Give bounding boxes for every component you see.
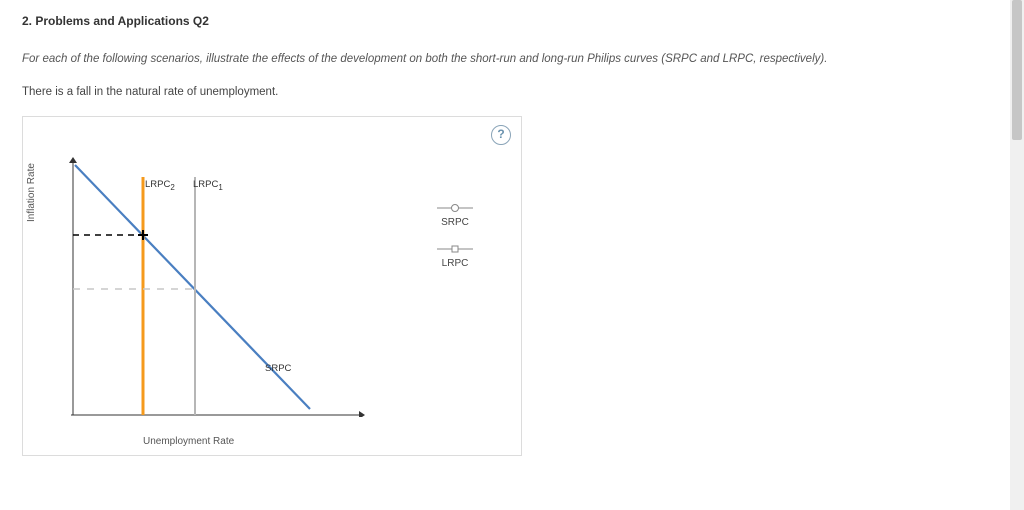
question-scenario: There is a fall in the natural rate of u… [22,86,1002,98]
srpc-label: SRPC [265,363,291,374]
question-heading: 2. Problems and Applications Q2 [22,14,1002,28]
vertical-scrollbar[interactable] [1010,0,1024,510]
legend-srpc-symbol [437,203,473,213]
graph-panel: ? Inflation Rate LRPC2 LRPC1 SRPC Unempl… [22,116,522,456]
legend-lrpc-label: LRPC [442,258,469,269]
question-instructions: For each of the following scenarios, ill… [22,50,1002,70]
page-root: 2. Problems and Applications Q2 For each… [0,0,1024,510]
scrollbar-thumb[interactable] [1012,0,1022,140]
lrpc1-label: LRPC1 [193,179,223,192]
y-axis-label: Inflation Rate [26,163,37,222]
legend-lrpc-symbol [437,244,473,254]
legend-srpc[interactable]: SRPC [437,203,473,228]
intersection-marker[interactable] [138,230,148,240]
lrpc2-label: LRPC2 [145,179,175,192]
help-button[interactable]: ? [491,125,511,145]
phillips-chart [65,157,365,417]
legend-srpc-label: SRPC [441,217,469,228]
legend-lrpc[interactable]: LRPC [437,244,473,269]
legend: SRPC LRPC [437,203,473,285]
x-axis-label: Unemployment Rate [143,436,234,447]
plot-area[interactable]: LRPC2 LRPC1 SRPC [65,157,365,417]
